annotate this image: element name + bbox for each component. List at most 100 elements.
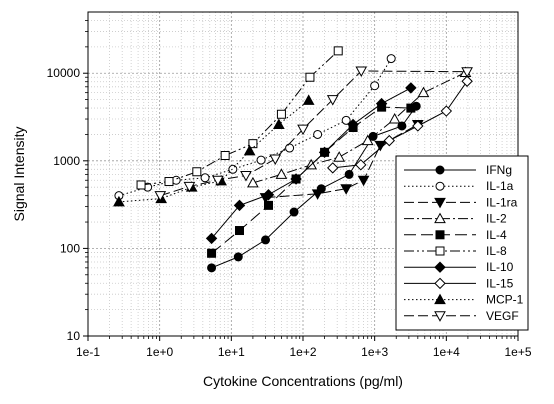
x-axis-title: Cytokine Concentrations (pg/ml) (203, 373, 403, 389)
legend-marker-mcp-1 (434, 293, 446, 305)
data-point-il-1ra (374, 140, 387, 152)
legend-marker-il-4 (435, 230, 445, 240)
series-lines (113, 46, 473, 273)
legend-item-il-1a: IL-1a (404, 179, 514, 193)
x-tick-label: 1e+3 (361, 345, 388, 359)
data-point-vegf (355, 66, 368, 78)
y-tick-label: 10 (67, 329, 81, 343)
legend-item-il-1ra: IL-1ra (404, 195, 518, 209)
data-point-il-1a (313, 129, 323, 139)
data-point-il-2 (333, 151, 346, 162)
y-tick-label: 10000 (47, 66, 81, 80)
data-point-ifng (207, 263, 217, 273)
data-point-mcp-1 (302, 94, 315, 105)
legend-item-il-2: IL-2 (404, 212, 507, 226)
data-point-il-2 (417, 86, 430, 98)
data-point-il-1a (256, 155, 266, 165)
legend-label: IL-1ra (486, 195, 518, 209)
data-point-il-4 (234, 226, 244, 236)
legend-marker-il-1ra (434, 197, 446, 209)
data-point-il-1a (386, 54, 396, 64)
series-il-8 (136, 46, 343, 190)
legend: IFNg IL-1a IL-1ra IL-2 IL-4 IL-8 IL-10 IL-15 MCP… (395, 155, 529, 331)
data-point-il-10 (233, 199, 246, 212)
data-point-vegf (154, 191, 167, 202)
data-point-vegf (297, 124, 309, 136)
data-point-il-1a (200, 173, 210, 183)
data-point-il-15 (461, 75, 473, 87)
data-point-il-2 (361, 134, 374, 146)
data-point-il-8 (136, 180, 146, 190)
data-point-il-10 (405, 82, 417, 94)
data-point-il-8 (220, 150, 230, 160)
data-point-il-1a (370, 81, 380, 91)
legend-item-mcp-1: MCP-1 (404, 293, 524, 307)
data-point-il-1ra (357, 175, 370, 187)
legend-label: IFNg (486, 163, 512, 177)
legend-item-il-4: IL-4 (404, 228, 507, 242)
legend-marker-il-1a (435, 181, 445, 191)
legend-label: VEGF (486, 309, 519, 323)
data-point-il-1a (228, 164, 238, 174)
data-point-ifng (233, 252, 243, 262)
legend-item-vegf: VEGF (404, 309, 519, 323)
legend-item-il-8: IL-8 (404, 244, 507, 258)
data-point-il-8 (164, 177, 174, 187)
data-point-il-4 (207, 248, 217, 258)
data-point-il-8 (305, 72, 315, 82)
data-point-il-10 (262, 189, 275, 201)
legend-box (395, 155, 529, 331)
x-tick-label: 1e+5 (504, 345, 531, 359)
data-point-il-8 (276, 109, 286, 119)
data-point-il-15 (327, 162, 339, 174)
data-point-il-1ra (311, 189, 324, 200)
x-tick-label: 1e+0 (146, 345, 173, 359)
data-point-il-2 (388, 112, 401, 124)
x-tick-label: 1e-1 (76, 345, 100, 359)
y-tick-label: 100 (60, 241, 80, 255)
series-il-1a (114, 54, 396, 201)
data-point-vegf (326, 95, 339, 106)
legend-label: MCP-1 (486, 293, 524, 307)
data-point-il-8 (333, 46, 343, 56)
data-point-vegf (240, 170, 252, 182)
legend-label: IL-1a (486, 179, 514, 193)
legend-marker-vegf (434, 311, 446, 322)
data-point-il-4 (263, 200, 273, 210)
legend-marker-il-15 (434, 277, 446, 290)
data-point-il-10 (347, 118, 359, 131)
data-point-mcp-1 (113, 195, 125, 207)
data-point-il-10 (290, 173, 302, 185)
axis-ticks: 1e-1 1e+0 1e+1 1e+2 1e+3 1e+4 1e+5 10 100 1000 100… (47, 20, 532, 359)
x-tick-label: 1e+4 (433, 345, 460, 359)
data-point-il-15 (383, 134, 396, 147)
data-point-il-1a (285, 143, 295, 153)
data-point-il-8 (192, 167, 202, 177)
data-point-il-1a (341, 115, 351, 125)
y-axis-title: Signal Intensity (11, 127, 27, 222)
data-point-il-15 (440, 105, 453, 117)
legend-marker-ifng (435, 165, 445, 175)
legend-label: IL-4 (486, 228, 507, 242)
data-point-il-2 (275, 168, 288, 179)
legend-item-il-15: IL-15 (404, 276, 514, 290)
legend-label: IL-15 (486, 276, 514, 290)
data-point-ifng (289, 207, 299, 217)
data-point-il-15 (355, 159, 367, 171)
series-il-15 (327, 75, 473, 174)
data-point-vegf (212, 175, 224, 187)
data-point-vegf (269, 154, 282, 165)
legend-label: IL-2 (486, 212, 507, 226)
series-line-il-8 (141, 50, 339, 186)
series-line-il-10 (211, 87, 412, 239)
data-point-il-4 (406, 103, 416, 113)
series-il-10 (205, 82, 417, 245)
data-point-il-15 (412, 120, 424, 132)
data-point-il-10 (205, 232, 218, 245)
data-point-mcp-1 (272, 118, 285, 129)
data-point-ifng (261, 235, 271, 245)
legend-marker-il-8 (435, 246, 445, 256)
data-point-vegf (461, 67, 473, 78)
legend-marker-il-2 (434, 212, 446, 224)
